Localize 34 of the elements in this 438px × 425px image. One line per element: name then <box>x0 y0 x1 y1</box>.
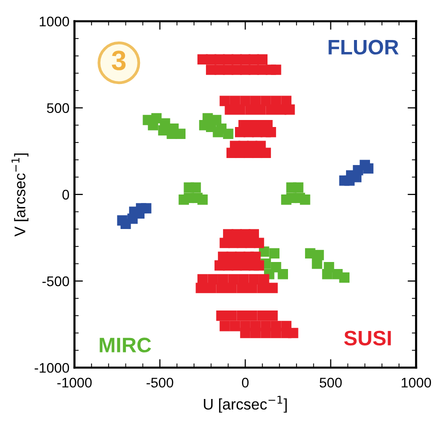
point <box>344 175 355 186</box>
point <box>136 203 146 214</box>
point <box>293 182 304 193</box>
x-tick-label: 0 <box>242 378 249 388</box>
text: SUSI <box>344 330 391 346</box>
y-tick-label: 1000 <box>40 16 70 26</box>
point <box>178 194 189 205</box>
point <box>339 272 350 283</box>
text: FLUOR <box>328 40 399 55</box>
point <box>197 194 208 205</box>
y-axis-title: V [arcsec$^{−1}$] <box>12 153 28 237</box>
point <box>269 248 280 258</box>
x-tick-label: 500 <box>320 378 342 388</box>
point <box>322 268 332 280</box>
point <box>166 128 177 139</box>
y-tick-label: 500 <box>46 103 70 114</box>
point <box>190 182 201 193</box>
point <box>281 194 292 205</box>
point <box>212 126 224 138</box>
y-tick-label: -500 <box>42 276 70 286</box>
y-tick-label: -1000 <box>34 362 70 373</box>
point <box>117 215 128 226</box>
point <box>300 194 310 205</box>
point <box>363 163 374 174</box>
text: MIRC <box>100 338 152 352</box>
annotation: 3 <box>112 50 126 70</box>
x-tick-label: 1000 <box>402 378 432 388</box>
x-tick-label: -500 <box>146 378 174 388</box>
x-axis-title: U [arcsec$^{−1}$] <box>204 396 287 413</box>
point <box>278 268 288 280</box>
point <box>223 128 234 139</box>
y-tick-label: 0 <box>62 190 70 200</box>
point <box>312 258 322 269</box>
x-tick-label: -1000 <box>57 378 92 388</box>
